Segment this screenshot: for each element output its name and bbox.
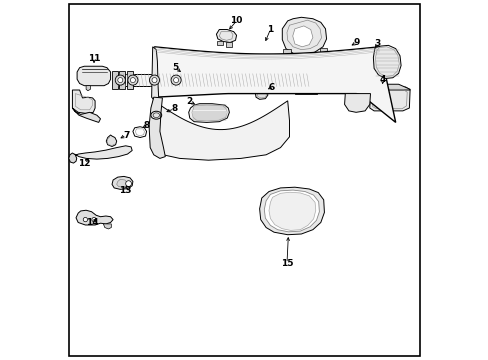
Text: 6: 6 (268, 83, 274, 91)
Circle shape (127, 75, 138, 85)
Polygon shape (112, 71, 118, 89)
Text: 3: 3 (374, 40, 380, 49)
Circle shape (125, 181, 131, 186)
Text: 2: 2 (186, 97, 192, 106)
Circle shape (149, 75, 159, 85)
Polygon shape (72, 108, 101, 122)
Polygon shape (255, 88, 267, 99)
Text: 5: 5 (172, 63, 178, 72)
Polygon shape (264, 190, 319, 232)
Polygon shape (283, 49, 290, 55)
Text: 9: 9 (353, 38, 359, 47)
Polygon shape (72, 146, 132, 161)
Polygon shape (72, 90, 95, 113)
Polygon shape (344, 94, 370, 112)
Polygon shape (119, 71, 125, 89)
Polygon shape (282, 17, 326, 55)
Text: 4: 4 (379, 76, 386, 85)
Polygon shape (154, 47, 395, 122)
Polygon shape (112, 176, 133, 189)
Circle shape (83, 217, 87, 222)
Text: 14: 14 (86, 218, 99, 227)
Polygon shape (117, 179, 127, 187)
Polygon shape (77, 66, 110, 86)
Polygon shape (294, 67, 316, 94)
Circle shape (152, 77, 157, 82)
Circle shape (173, 77, 178, 82)
Polygon shape (366, 84, 409, 90)
Polygon shape (69, 153, 77, 163)
Polygon shape (188, 104, 229, 122)
Polygon shape (151, 98, 289, 160)
Circle shape (118, 77, 122, 82)
Text: 12: 12 (78, 159, 91, 168)
Text: 11: 11 (87, 54, 100, 63)
Polygon shape (259, 187, 324, 235)
Polygon shape (373, 45, 400, 78)
Circle shape (130, 77, 135, 82)
Text: 8: 8 (143, 121, 149, 130)
Polygon shape (292, 26, 312, 47)
Polygon shape (76, 210, 113, 225)
Polygon shape (103, 224, 111, 229)
Polygon shape (151, 47, 159, 102)
Polygon shape (216, 30, 236, 42)
Polygon shape (225, 42, 231, 47)
Polygon shape (106, 135, 117, 147)
Polygon shape (268, 192, 315, 230)
Circle shape (171, 75, 181, 85)
Polygon shape (86, 86, 90, 91)
Polygon shape (369, 87, 409, 111)
Polygon shape (126, 71, 133, 89)
Text: 7: 7 (123, 130, 129, 139)
Polygon shape (114, 74, 309, 86)
Text: 8: 8 (171, 104, 177, 113)
Circle shape (115, 75, 125, 85)
Text: 1: 1 (267, 25, 273, 34)
Circle shape (92, 217, 96, 222)
Polygon shape (149, 97, 165, 158)
Text: 10: 10 (230, 16, 242, 25)
Text: 15: 15 (280, 259, 293, 268)
Text: 13: 13 (119, 186, 131, 194)
Polygon shape (217, 41, 223, 45)
Polygon shape (320, 48, 326, 54)
